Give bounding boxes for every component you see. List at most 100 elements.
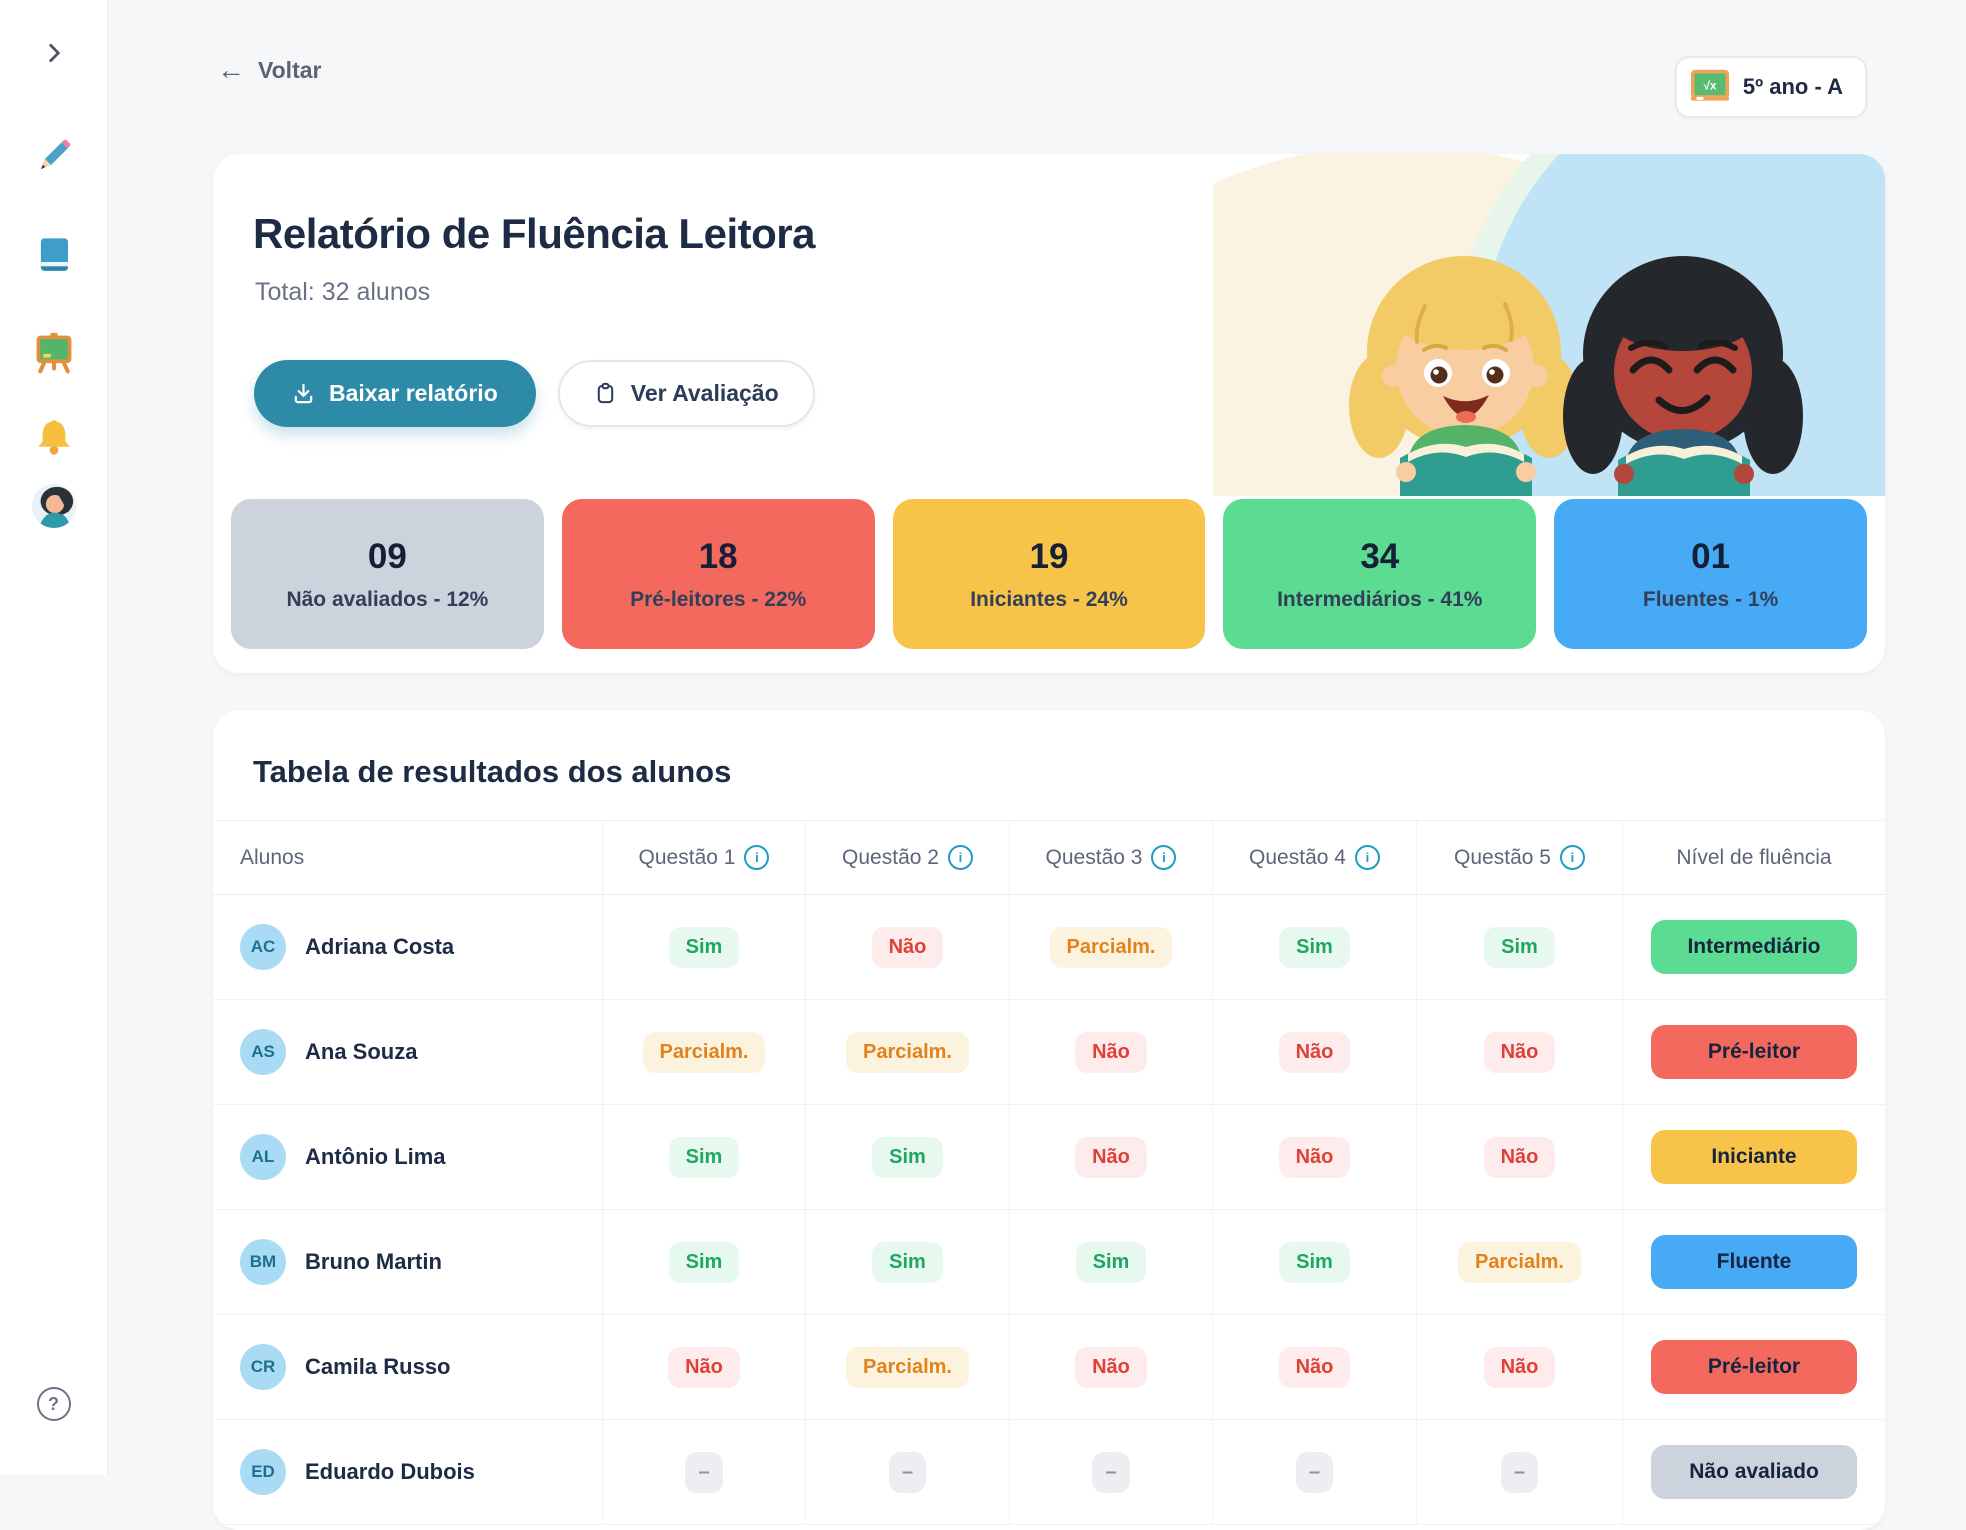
info-icon[interactable]: i <box>744 845 770 870</box>
stat-card-1: 18 Pré-leitores - 22% <box>561 499 875 649</box>
column-header-label: Alunos <box>240 845 305 869</box>
stat-label: Não avaliados - 12% <box>286 587 489 611</box>
answer-cell-q3: – <box>1010 1420 1213 1524</box>
column-header-1: Questão 1 i <box>603 821 806 894</box>
answer-cell-q4: Não <box>1213 1105 1417 1209</box>
stat-card-2: 19 Iniciantes - 24% <box>892 499 1206 649</box>
student-cell: AC Adriana Costa <box>213 895 603 999</box>
table-body: AC Adriana Costa Sim Não Parcialm. Sim Sim Inte… <box>213 895 1885 1525</box>
answer-cell-q5: Sim <box>1417 895 1623 999</box>
info-icon[interactable]: i <box>1559 845 1585 870</box>
answer-cell-q4: Não <box>1213 1315 1417 1419</box>
clipboard-icon <box>594 382 617 405</box>
level-cell: Fluente <box>1623 1210 1885 1314</box>
back-button[interactable]: ← Voltar <box>211 55 327 85</box>
answer-cell-q1: Sim <box>603 895 806 999</box>
sidebar-item-activities[interactable] <box>31 133 77 182</box>
fluency-level-badge: Intermediário <box>1651 920 1857 974</box>
column-header-4: Questão 4 i <box>1213 821 1417 894</box>
answer-cell-q5: Parcialm. <box>1417 1210 1623 1314</box>
table-row: CR Camila Russo Não Parcialm. Não Não Não Pré-l… <box>213 1315 1885 1420</box>
stat-label: Fluentes - 1% <box>1642 587 1779 611</box>
answer-cell-q2: Sim <box>806 1105 1010 1209</box>
report-header-card: Relatório de Fluência Leitora Total: 32 … <box>213 154 1885 673</box>
answer-cell-q3: Não <box>1010 1000 1213 1104</box>
chalkboard-icon <box>32 331 76 378</box>
back-arrow-icon: ← <box>217 54 245 85</box>
answer-cell-q2: Não <box>806 895 1010 999</box>
stat-label: Intermediários - 41% <box>1277 587 1483 611</box>
answer-chip: – <box>888 1451 927 1493</box>
answer-chip: Sim <box>872 1241 943 1283</box>
sidebar-item-classes[interactable] <box>32 331 76 378</box>
answer-cell-q5: – <box>1417 1420 1623 1524</box>
answer-chip: Sim <box>1279 1241 1350 1283</box>
column-header-label: Questão 3 <box>1045 845 1143 869</box>
student-avatar: ED <box>240 1449 286 1495</box>
answer-chip: Não <box>1278 1031 1351 1073</box>
info-icon[interactable]: i <box>1151 845 1177 870</box>
answer-chip: Parcialm. <box>1458 1241 1581 1283</box>
answer-cell-q1: – <box>603 1420 806 1524</box>
student-cell: AL Antônio Lima <box>213 1105 603 1209</box>
answer-cell-q5: Não <box>1417 1000 1623 1104</box>
student-cell: AS Ana Souza <box>213 1000 603 1104</box>
fluency-level-badge: Não avaliado <box>1651 1445 1857 1499</box>
info-icon[interactable]: i <box>947 845 973 870</box>
answer-chip: Parcialm. <box>846 1031 969 1073</box>
stat-card-0: 09 Não avaliados - 12% <box>231 499 544 649</box>
answer-chip: Não <box>1278 1136 1351 1178</box>
answer-cell-q3: Não <box>1010 1105 1213 1209</box>
column-header-label: Nível de fluência <box>1676 845 1832 869</box>
answer-cell-q3: Sim <box>1010 1210 1213 1314</box>
table-row: ED Eduardo Dubois – – – – – Não avaliado <box>213 1420 1885 1525</box>
level-cell: Iniciante <box>1623 1105 1885 1209</box>
level-cell: Intermediário <box>1623 895 1885 999</box>
answer-cell-q5: Não <box>1417 1315 1623 1419</box>
results-table: Alunos Questão 1 i Questão 2 i Questão 3 i Ques… <box>213 820 1885 1525</box>
svg-text:√x: √x <box>1703 78 1716 92</box>
student-cell: ED Eduardo Dubois <box>213 1420 603 1524</box>
download-report-label: Baixar relatório <box>329 380 498 406</box>
info-icon[interactable]: i <box>1354 845 1380 870</box>
table-header-row: Alunos Questão 1 i Questão 2 i Questão 3 i Ques… <box>213 820 1885 895</box>
sidebar-item-notifications[interactable] <box>33 417 75 462</box>
profile-menu-button[interactable] <box>31 483 77 532</box>
student-avatar: AS <box>240 1029 286 1075</box>
answer-chip: Não <box>668 1346 740 1388</box>
answer-chip: – <box>685 1451 723 1493</box>
answer-chip: Não <box>1483 1031 1556 1073</box>
header-actions: Baixar relatório Ver Avaliação <box>254 360 815 427</box>
expand-sidebar-button[interactable] <box>41 40 67 69</box>
answer-cell-q2: – <box>806 1420 1010 1524</box>
column-header-label: Questão 1 <box>638 845 736 869</box>
student-avatar: AL <box>240 1134 286 1180</box>
chevron-right-icon <box>41 40 67 69</box>
column-header-label: Questão 5 <box>1454 845 1551 869</box>
answer-chip: Não <box>1075 1346 1147 1388</box>
answer-chip: Sim <box>1279 926 1350 968</box>
download-report-button[interactable]: Baixar relatório <box>254 360 536 427</box>
total-students-subtitle: Total: 32 alunos <box>255 278 431 306</box>
sidebar-item-library[interactable] <box>33 234 75 279</box>
column-header-6: Nível de fluência <box>1623 821 1885 894</box>
answer-chip: Sim <box>872 1136 943 1178</box>
table-row: AS Ana Souza Parcialm. Parcialm. Não Não Não Pr… <box>213 1000 1885 1105</box>
answer-cell-q1: Não <box>603 1315 806 1419</box>
stat-value: 01 <box>1691 536 1731 576</box>
stat-label: Pré-leitores - 22% <box>630 587 807 611</box>
help-button[interactable]: ? <box>36 1387 71 1421</box>
answer-cell-q3: Parcialm. <box>1010 895 1213 999</box>
answer-cell-q3: Não <box>1010 1315 1213 1419</box>
answer-chip: – <box>1500 1451 1539 1493</box>
view-assessment-button[interactable]: Ver Avaliação <box>557 360 815 427</box>
answer-chip: Sim <box>1484 926 1555 968</box>
table-row: AC Adriana Costa Sim Não Parcialm. Sim Sim Inte… <box>213 895 1885 1000</box>
download-icon <box>292 382 315 405</box>
stat-value: 18 <box>698 536 738 576</box>
class-badge[interactable]: √x 5º ano - A <box>1674 56 1867 118</box>
class-badge-label: 5º ano - A <box>1742 74 1843 99</box>
answer-chip: Não <box>1075 1136 1147 1178</box>
answer-chip: Não <box>1278 1346 1351 1388</box>
level-cell: Pré-leitor <box>1623 1000 1885 1104</box>
